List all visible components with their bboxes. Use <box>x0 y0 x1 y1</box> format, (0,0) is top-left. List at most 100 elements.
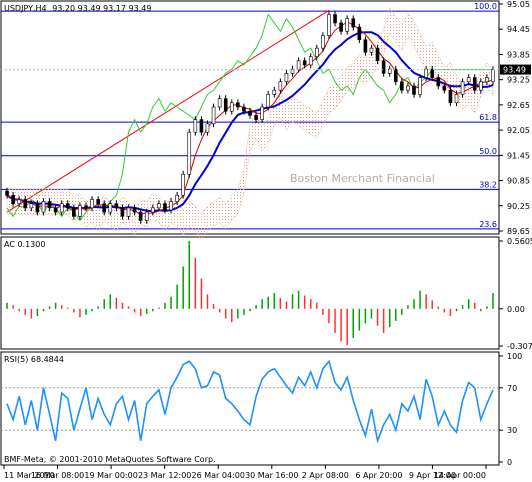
candle-body <box>157 203 161 209</box>
ac-series <box>6 241 494 346</box>
candle-body <box>126 207 131 217</box>
fibo-label: 100.0 <box>474 2 497 11</box>
candle-body <box>381 60 386 74</box>
x-tick-label: 2 Apr 08:00 <box>302 471 349 480</box>
candle-body <box>90 199 94 209</box>
candle-body <box>211 106 216 125</box>
y-tick-label: 0.00 <box>507 305 525 314</box>
candle-body <box>102 203 107 213</box>
candle-body <box>333 14 337 24</box>
ichimoku-cloud <box>6 7 494 240</box>
ac-panel[interactable] <box>0 236 500 350</box>
y-tick-label: -0.3074 <box>507 342 532 351</box>
candle-body <box>345 18 349 32</box>
y-tick-label: 92.05 <box>507 126 530 135</box>
candle-body <box>308 56 313 66</box>
x-tick-label: 11 Mar 2010 <box>4 471 55 480</box>
candle-body <box>302 60 307 66</box>
y-tick-label: 91.45 <box>507 151 530 160</box>
symbol-title: USDJPY,H4 93.20 93.49 93.17 93.49 <box>4 4 151 13</box>
candle-body <box>193 119 198 133</box>
candle-body <box>199 119 204 133</box>
bid-label: 93.49 <box>503 66 526 75</box>
candle-body <box>485 77 489 83</box>
y-tick-label: 90.25 <box>507 202 530 211</box>
y-tick-label: 30 <box>507 426 517 435</box>
candle-body <box>65 203 70 209</box>
y-tick-label: 89.65 <box>507 227 530 236</box>
candle-body <box>321 35 325 49</box>
x-tick-label: 16 Mar 08:00 <box>31 471 84 480</box>
x-tick-label: 26 Mar 04:00 <box>192 471 245 480</box>
y-tick-label: 0 <box>507 458 512 467</box>
fibo-label: 50.0 <box>479 147 497 156</box>
candle-body <box>5 190 9 196</box>
candle-body <box>430 68 435 78</box>
x-tick-label: 9 Apr 12:00 <box>409 471 456 480</box>
candle-body <box>223 98 228 112</box>
x-tick-label: 19 Mar 00:00 <box>84 471 137 480</box>
candle-body <box>114 203 119 209</box>
y-tick-label: 90.85 <box>507 177 530 186</box>
candle-body <box>272 89 277 95</box>
candle-body <box>284 73 289 83</box>
y-tick-label: 94.45 <box>507 25 530 34</box>
candle-body <box>327 14 331 36</box>
candle-body <box>363 39 368 53</box>
candle-body <box>424 68 428 78</box>
candle-body <box>418 77 422 95</box>
rsi-line <box>6 359 494 444</box>
candle-body <box>491 69 495 83</box>
candle-body <box>448 89 453 104</box>
candle-body <box>17 199 21 204</box>
candle-body <box>41 201 46 213</box>
y-tick-label: 70 <box>507 384 517 393</box>
candle-body <box>236 102 240 108</box>
candle-body <box>266 94 271 108</box>
candle-body <box>84 205 88 209</box>
candle-body <box>369 47 374 53</box>
x-tick-label: 23 Mar 12:00 <box>138 471 191 480</box>
candle-body <box>412 85 416 95</box>
x-tick-label: 14 Apr 00:00 <box>434 471 486 480</box>
candle-body <box>296 60 301 70</box>
fibo-trendline <box>6 9 330 213</box>
candle-body <box>393 68 398 83</box>
candle-body <box>35 203 40 213</box>
ac-indicator-label: AC 0.1300 <box>4 240 45 249</box>
rsi-panel[interactable] <box>0 351 500 466</box>
candle-body <box>479 81 483 91</box>
candle-body <box>375 47 380 62</box>
fibo-label: 61.8 <box>479 113 497 122</box>
candle-body <box>120 207 125 217</box>
candle-body <box>53 207 58 213</box>
candle-body <box>29 203 34 209</box>
candle-body <box>205 123 210 133</box>
x-tick-label: 6 Apr 20:00 <box>355 471 402 480</box>
candle-body <box>248 110 252 116</box>
candle-body <box>229 102 234 112</box>
y-tick-label: 95.05 <box>507 0 530 9</box>
fibo-label: 23.6 <box>479 220 497 229</box>
candle-body <box>132 207 137 213</box>
rsi-series <box>1 359 499 444</box>
candle-body <box>78 205 82 217</box>
candle-body <box>181 173 185 196</box>
candle-body <box>138 211 143 221</box>
candle-body <box>406 85 410 91</box>
candle-body <box>400 81 404 91</box>
candle-body <box>442 85 447 91</box>
candle-body <box>47 201 52 209</box>
candle-body <box>217 98 222 108</box>
candle-body <box>96 199 100 204</box>
candle-body <box>151 207 155 213</box>
y-tick-label: 0.5605 <box>507 237 532 246</box>
y-tick-label: 93.85 <box>507 50 530 59</box>
y-tick-label: 100 <box>507 352 522 361</box>
candle-body <box>169 201 173 211</box>
candle-body <box>254 115 258 120</box>
candle-body <box>59 203 64 213</box>
y-tick-label: 92.65 <box>507 101 530 110</box>
